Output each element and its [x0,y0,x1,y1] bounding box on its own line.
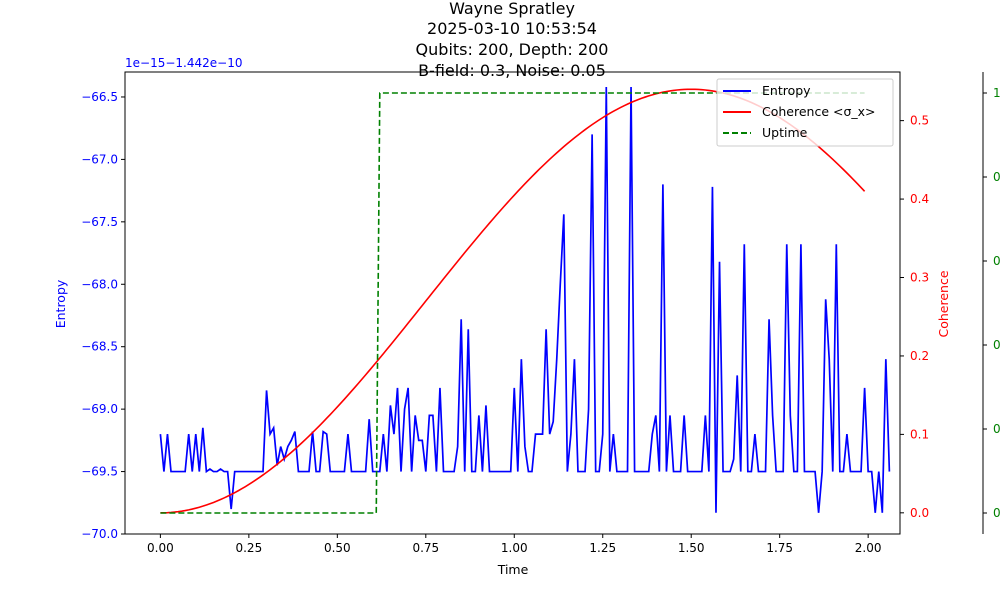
title-line-1: Wayne Spratley [449,0,575,18]
title-line-4: B-field: 0.3, Noise: 0.05 [418,61,606,80]
legend-label-coherence: Coherence <σ_x> [762,104,876,119]
far-right-tick-label: 0 [993,254,1000,268]
right-axis-label: Coherence [936,270,951,337]
x-tick-label: 0.50 [324,541,351,555]
left-tick-label: −67.0 [81,152,118,166]
right-tick-label: 0.0 [910,506,929,520]
x-tick-label: 1.50 [678,541,705,555]
legend: Entropy Coherence <σ_x> Uptime [716,78,894,147]
axes-layer: 0.00 0.25 0.50 0.75 1.00 1.25 1.50 1.75 2.00−70.… [81,71,1000,555]
chart-title: Wayne Spratley 2025-03-10 10:53:54 Qubit… [416,0,609,80]
far-right-tick-label: 0 [993,338,1000,352]
right-tick-label: 0.5 [910,114,929,128]
x-tick-label: 1.25 [589,541,616,555]
legend-label-uptime: Uptime [762,125,808,140]
left-tick-label: −69.0 [81,402,118,416]
far-right-tick-label: 0 [993,422,1000,436]
x-tick-label: 2.00 [855,541,882,555]
left-tick-label: −68.5 [81,340,118,354]
uptime-line [160,92,865,514]
x-tick-label: 1.75 [766,541,793,555]
far-right-tick-label: 0 [993,506,1000,520]
left-tick-label: −68.0 [81,277,118,291]
x-axis-label: Time [497,562,529,577]
title-line-2: 2025-03-10 10:53:54 [427,19,597,38]
right-tick-label: 0.4 [910,192,929,206]
entropy-line [159,86,891,513]
x-tick-label: 0.75 [412,541,439,555]
left-tick-label: −69.5 [81,465,118,479]
series-layer [159,86,891,514]
x-tick-label: 0.25 [235,541,262,555]
right-tick-label: 0.3 [910,271,929,285]
right-tick-label: 0.2 [910,349,929,363]
far-right-tick-label: 1 [993,86,1000,100]
x-tick-label: 0.00 [147,541,174,555]
left-axis-label: Entropy [53,279,68,328]
x-tick-label: 1.00 [501,541,528,555]
left-tick-label: −67.5 [81,215,118,229]
legend-label-entropy: Entropy [762,83,811,98]
plot-frame [124,71,901,535]
title-line-3: Qubits: 200, Depth: 200 [416,40,609,59]
legend-box [716,78,894,147]
far-right-tick-label: 0 [993,170,1000,184]
left-axis-offset-text: 1e−15−1.442e−10 [125,56,242,70]
left-tick-label: −70.0 [81,527,118,541]
right-tick-label: 0.1 [910,427,929,441]
left-tick-label: −66.5 [81,90,118,104]
